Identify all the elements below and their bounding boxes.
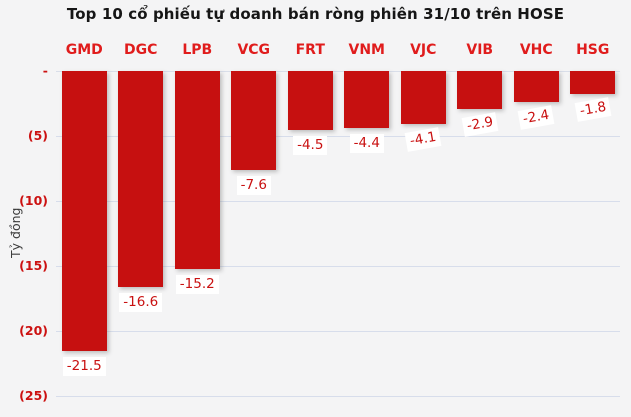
bar-gmd <box>61 71 107 351</box>
category-label-hsg: HSG <box>576 42 610 58</box>
bar-vhc <box>513 71 559 102</box>
y-axis-tick: (10) <box>19 193 48 208</box>
bar-lpb <box>174 71 220 269</box>
gridline <box>56 266 620 267</box>
y-axis-tick: (25) <box>19 388 48 403</box>
category-label-dgc: DGC <box>124 42 158 58</box>
bar-hsg <box>570 71 616 94</box>
category-label-vib: VIB <box>466 42 494 58</box>
category-label-vnm: VNM <box>348 42 385 58</box>
gridline <box>56 201 620 202</box>
value-label-dgc: -16.6 <box>113 291 170 312</box>
category-label-vhc: VHC <box>519 42 553 58</box>
value-label-text: -21.5 <box>62 357 106 376</box>
y-axis-tick: (15) <box>19 258 48 273</box>
value-label-frt: -4.5 <box>282 134 339 155</box>
value-label-vjc: -4.1 <box>395 127 452 152</box>
value-label-text: -16.6 <box>119 293 163 312</box>
bar-vcg <box>231 71 277 170</box>
zero-gridline <box>56 71 620 72</box>
category-label-frt: FRT <box>295 42 325 58</box>
value-label-text: -4.5 <box>293 136 328 155</box>
chart-title: Top 10 cổ phiếu tự doanh bán ròng phiên … <box>66 5 565 23</box>
category-label-gmd: GMD <box>65 42 103 58</box>
value-label-lpb: -15.2 <box>169 273 226 294</box>
value-label-text: -15.2 <box>175 275 219 294</box>
category-label-lpb: LPB <box>182 42 213 58</box>
value-label-text: -2.4 <box>517 105 555 130</box>
value-label-text: -1.8 <box>574 97 612 122</box>
gridline <box>56 136 620 137</box>
bar-vjc <box>400 71 446 124</box>
value-label-vcg: -7.6 <box>226 174 283 195</box>
category-label-vcg: VCG <box>237 42 271 58</box>
y-axis-tick: (5) <box>27 128 48 143</box>
value-label-vhc: -2.4 <box>508 105 565 130</box>
gridline <box>56 396 620 397</box>
gridline <box>56 331 620 332</box>
y-axis-tick: (20) <box>19 323 48 338</box>
value-label-hsg: -1.8 <box>565 97 622 122</box>
value-label-vib: -2.9 <box>452 112 509 137</box>
y-axis-tick: - <box>42 63 48 78</box>
value-label-text: -4.1 <box>404 127 442 152</box>
bar-frt <box>287 71 333 130</box>
bar-vib <box>457 71 503 109</box>
value-label-text: -7.6 <box>236 176 271 195</box>
bar-vnm <box>344 71 390 128</box>
category-label-vjc: VJC <box>410 42 437 58</box>
value-label-text: -2.9 <box>461 112 499 137</box>
value-label-gmd: -21.5 <box>56 355 113 376</box>
bar-dgc <box>118 71 164 287</box>
